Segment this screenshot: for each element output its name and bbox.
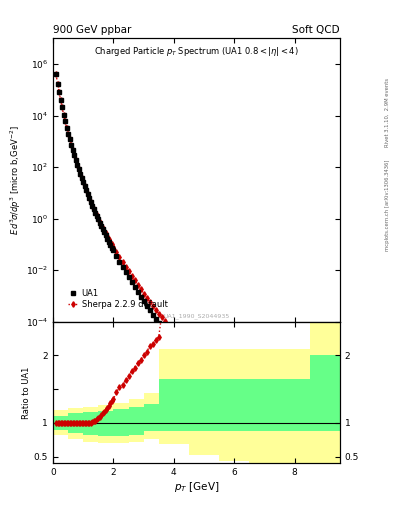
Sherpa 2.2.9 default [323,435,327,441]
UA1 [114,253,119,259]
Line: UA1: UA1 [54,72,327,457]
Text: 900 GeV ppbar: 900 GeV ppbar [53,25,131,35]
Legend: UA1, Sherpa 2.2.9 default: UA1, Sherpa 2.2.9 default [66,287,170,312]
UA1 [88,199,93,205]
UA1 [73,157,78,163]
Text: UA1_1990_S2044935: UA1_1990_S2044935 [163,313,230,319]
Sherpa 2.2.9 default [88,199,93,205]
Sherpa 2.2.9 default [61,112,66,118]
UA1 [54,71,59,77]
X-axis label: $p_T$ [GeV]: $p_T$ [GeV] [174,480,219,494]
Y-axis label: $E\,d^3\!\sigma/dp^3$ [micro b,GeV$^{-2}$]: $E\,d^3\!\sigma/dp^3$ [micro b,GeV$^{-2}… [9,125,23,235]
Text: Rivet 3.1.10,  2.9M events: Rivet 3.1.10, 2.9M events [385,78,390,147]
Sherpa 2.2.9 default [87,195,92,201]
UA1 [323,452,327,458]
Text: Soft QCD: Soft QCD [292,25,340,35]
Text: Charged Particle $p_T$ Spectrum (UA1 $0.8<|\eta|<4$): Charged Particle $p_T$ Spectrum (UA1 $0.… [94,46,299,58]
Text: mcplots.cern.ch [arXiv:1306.3436]: mcplots.cern.ch [arXiv:1306.3436] [385,159,390,250]
Sherpa 2.2.9 default [67,136,72,142]
Sherpa 2.2.9 default [114,249,119,255]
UA1 [87,195,92,201]
UA1 [61,112,66,118]
Sherpa 2.2.9 default [73,157,78,163]
Sherpa 2.2.9 default [54,71,59,77]
Y-axis label: Ratio to UA1: Ratio to UA1 [22,367,31,419]
Line: Sherpa 2.2.9 default: Sherpa 2.2.9 default [54,73,327,440]
UA1 [67,136,72,142]
